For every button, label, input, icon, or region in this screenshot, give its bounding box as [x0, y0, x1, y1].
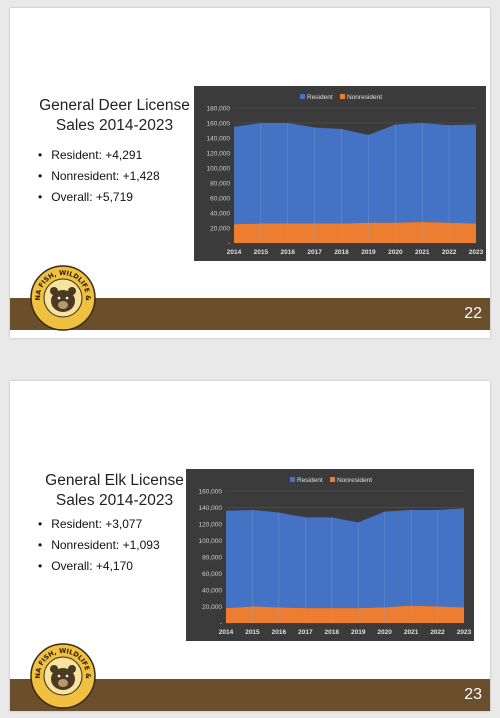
legend-swatch-resident [290, 477, 295, 482]
chart-svg: 160,000 140,000 120,000 100,000 80,000 60,000… [199, 477, 472, 636]
y-tick-label: 80,000 [210, 181, 230, 188]
y-tick-label: 140,000 [207, 136, 231, 143]
bullet-resident: Resident: +3,077 [38, 514, 160, 535]
legend-swatch-nonresident [330, 477, 335, 482]
bear-icon: MONTANA FISH, WILDLIFE & PARKS [27, 637, 96, 709]
x-tick-label: 2019 [361, 249, 376, 256]
page-number: 23 [464, 686, 482, 703]
x-tick-label: 2017 [298, 629, 313, 636]
page-number: 22 [464, 305, 482, 322]
x-tick-label: 2021 [404, 629, 419, 636]
elk-sales-chart: 160,000 140,000 120,000 100,000 80,000 60,000… [186, 469, 474, 641]
bullet-list: Resident: +3,077 Nonresident: +1,093 Ove… [38, 514, 160, 577]
y-tick-label: 20,000 [202, 604, 222, 611]
slide-title: General Elk License Sales 2014-2023 [45, 472, 184, 509]
bullet-nonresident: Nonresident: +1,093 [38, 535, 159, 556]
slide-23: General Elk License Sales 2014-2023 Resi… [10, 381, 490, 711]
legend-label-nonresident: Nonresident [347, 94, 382, 101]
x-tick-label: 2014 [227, 249, 242, 256]
y-tick-label: 20,000 [210, 226, 230, 233]
series-nonresident-area [234, 222, 476, 243]
bullet-list: Resident: +4,291 Nonresident: +1,428 Ove… [38, 145, 160, 208]
y-tick-label: 160,000 [199, 489, 223, 496]
y-tick-label: 40,000 [210, 211, 230, 218]
x-tick-label: 2023 [469, 249, 484, 256]
bullet-nonresident: Nonresident: +1,428 [38, 166, 159, 187]
fwp-logo: MONTANA FISH, WILDLIFE & PARKS [27, 259, 96, 331]
x-tick-label: 2015 [254, 249, 269, 256]
x-tick-label: 2015 [245, 629, 260, 636]
y-tick-label: 140,000 [199, 505, 223, 512]
y-tick-label: 120,000 [199, 522, 223, 529]
bear-icon: MONTANA FISH, WILDLIFE & PARKS [27, 259, 96, 331]
y-tick-label: - [228, 241, 230, 248]
x-tick-label: 2023 [457, 629, 472, 636]
series-nonresident-area [226, 605, 464, 623]
legend-label-resident: Resident [307, 94, 333, 101]
slide-22: General Deer License Sales 2014-2023 Res… [10, 8, 490, 338]
x-tick-label: 2020 [388, 249, 403, 256]
x-tick-label: 2021 [415, 249, 430, 256]
y-tick-label: 40,000 [202, 588, 222, 595]
legend-label-resident: Resident [297, 477, 323, 484]
y-tick-label: 80,000 [202, 555, 222, 562]
y-tick-label: 160,000 [207, 121, 231, 128]
legend-swatch-nonresident [340, 94, 345, 99]
legend-swatch-resident [300, 94, 305, 99]
deer-sales-chart: 180,000 160,000 140,000 120,000 100,000 80,00… [194, 86, 486, 261]
x-tick-label: 2018 [334, 249, 349, 256]
fwp-logo: MONTANA FISH, WILDLIFE & PARKS [27, 637, 96, 709]
y-tick-label: 180,000 [207, 106, 231, 113]
y-tick-label: 60,000 [202, 571, 222, 578]
x-tick-label: 2016 [281, 249, 296, 256]
series-resident-area [226, 508, 464, 609]
y-tick-label: 120,000 [207, 151, 231, 158]
bullet-overall: Overall: +4,170 [38, 556, 160, 577]
series-resident-area [234, 123, 476, 225]
y-tick-label: - [220, 621, 222, 628]
y-tick-label: 100,000 [199, 538, 223, 545]
y-tick-label: 60,000 [210, 196, 230, 203]
y-tick-label: 100,000 [207, 166, 231, 173]
x-tick-label: 2014 [219, 629, 234, 636]
legend-label-nonresident: Nonresident [337, 477, 372, 484]
x-tick-label: 2022 [442, 249, 457, 256]
slide-title: General Deer License Sales 2014-2023 [39, 97, 190, 134]
bullet-overall: Overall: +5,719 [38, 187, 160, 208]
x-tick-label: 2020 [377, 629, 392, 636]
x-tick-label: 2017 [307, 249, 322, 256]
x-tick-label: 2016 [272, 629, 287, 636]
bullet-resident: Resident: +4,291 [38, 145, 160, 166]
chart-svg: 180,000 160,000 140,000 120,000 100,000 80,00… [207, 94, 484, 256]
x-tick-label: 2022 [430, 629, 445, 636]
x-tick-label: 2019 [351, 629, 366, 636]
x-tick-label: 2018 [325, 629, 340, 636]
